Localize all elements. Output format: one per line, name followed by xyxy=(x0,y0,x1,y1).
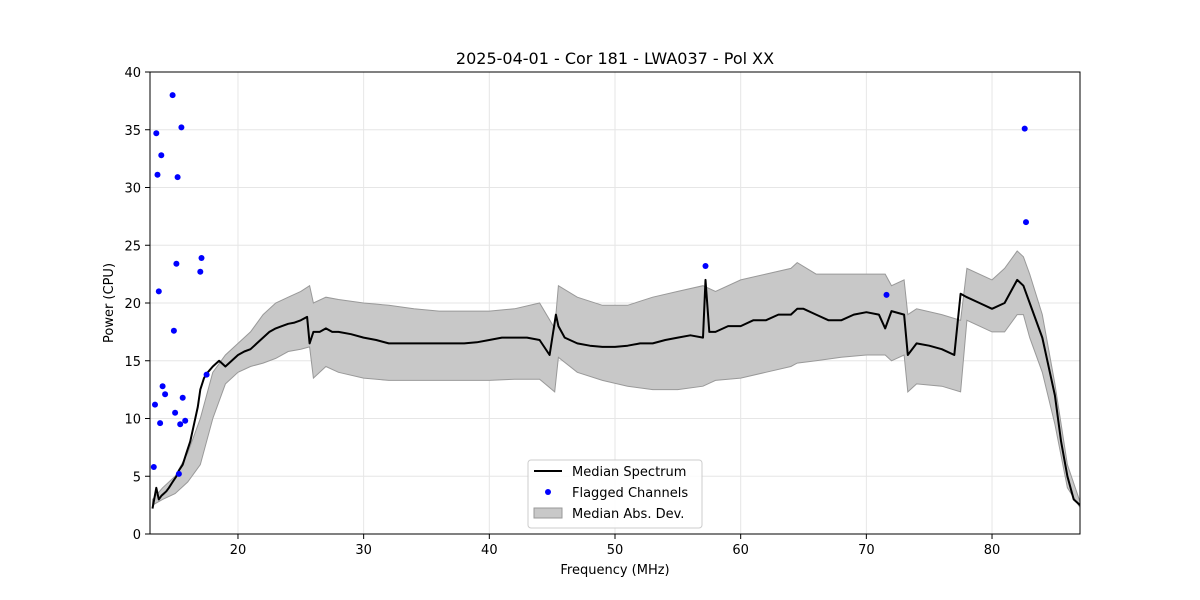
y-tick-label: 20 xyxy=(124,297,141,312)
x-tick-label: 40 xyxy=(481,543,498,558)
x-axis: 20 30 40 50 60 70 80 xyxy=(230,534,1001,558)
flagged-channel-point xyxy=(1021,125,1028,132)
flagged-channel-point xyxy=(152,401,158,408)
flagged-channel-point xyxy=(179,394,186,401)
y-tick-label: 5 xyxy=(133,470,141,485)
flagged-channel-point xyxy=(174,174,181,181)
flagged-channel-point xyxy=(177,421,184,428)
x-tick-label: 80 xyxy=(984,543,1001,558)
flagged-channel-point xyxy=(169,92,176,99)
legend-label-mad: Median Abs. Dev. xyxy=(572,507,684,522)
flagged-channel-point xyxy=(198,255,205,261)
legend: Median Spectrum Flagged Channels Median … xyxy=(527,459,703,529)
x-tick-label: 50 xyxy=(607,543,624,558)
flagged-channel-point xyxy=(173,260,180,267)
chart-title: 2025-04-01 - Cor 181 - LWA037 - Pol XX xyxy=(456,49,774,68)
x-tick-label: 30 xyxy=(355,543,372,558)
flagged-channel-point xyxy=(158,152,165,159)
flagged-channel-point xyxy=(1023,219,1029,226)
x-tick-label: 60 xyxy=(732,543,749,558)
mad-band xyxy=(152,250,1080,509)
flagged-channel-point xyxy=(175,470,182,477)
flagged-channel-point xyxy=(153,130,160,137)
y-tick-label: 25 xyxy=(124,239,141,254)
flagged-channel-point xyxy=(203,371,210,378)
y-tick-label: 10 xyxy=(124,413,141,428)
flagged-channel-point xyxy=(154,171,161,178)
x-tick-label: 70 xyxy=(858,543,875,558)
flagged-channel-point xyxy=(182,417,189,424)
x-tick-label: 20 xyxy=(230,543,247,558)
legend-label-flagged: Flagged Channels xyxy=(572,486,688,501)
flagged-channel-point xyxy=(155,288,162,295)
flagged-channel-point xyxy=(170,327,177,334)
mad-band-layer xyxy=(152,250,1080,509)
x-axis-label: Frequency (MHz) xyxy=(560,563,669,578)
y-tick-label: 30 xyxy=(124,182,141,197)
flagged-points-layer xyxy=(150,92,1029,477)
flagged-channel-point xyxy=(702,263,709,269)
y-axis: 0 5 10 15 20 25 30 35 40 xyxy=(124,66,150,543)
y-axis-label: Power (CPU) xyxy=(102,263,117,343)
median-spectrum-line xyxy=(151,278,1080,509)
flagged-channel-point xyxy=(178,124,185,131)
flagged-channel-point xyxy=(172,409,179,416)
y-tick-label: 0 xyxy=(133,528,141,543)
legend-patch-swatch xyxy=(533,507,563,519)
flagged-channel-point xyxy=(159,383,166,390)
legend-box xyxy=(527,459,703,529)
flagged-channel-point xyxy=(157,420,164,427)
legend-dot-swatch xyxy=(545,489,551,495)
flagged-channel-point xyxy=(197,268,204,275)
flagged-channel-point xyxy=(162,391,169,398)
y-tick-label: 35 xyxy=(124,124,141,139)
median-line-layer xyxy=(151,278,1080,509)
flagged-channel-point xyxy=(150,464,157,470)
flagged-channel-point xyxy=(883,291,890,298)
legend-label-median: Median Spectrum xyxy=(572,465,686,480)
y-tick-label: 40 xyxy=(124,66,141,81)
y-tick-label: 15 xyxy=(124,355,141,370)
